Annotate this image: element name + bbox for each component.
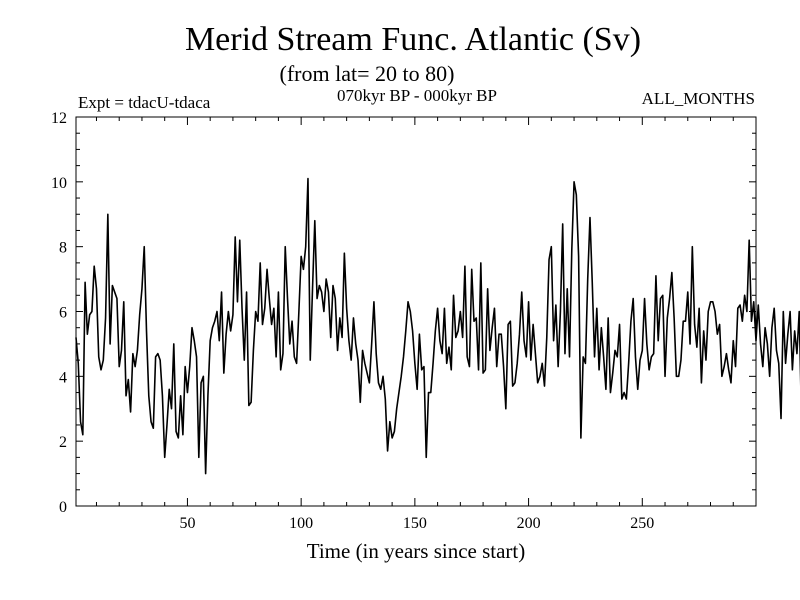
months-label: ALL_MONTHS [642,89,755,108]
x-tick-label: 250 [630,515,654,532]
series-group [75,177,800,475]
period-label: 070kyr BP - 000kyr BP [337,86,497,105]
y-tick-label: 6 [59,305,67,322]
y-tick-label: 4 [59,369,67,386]
experiment-label: Expt = tdacU-tdaca [78,93,211,112]
plot-frame [75,116,757,507]
y-tick-label: 10 [51,175,67,192]
chart-subtitle: (from lat= 20 to 80) [280,61,455,86]
y-tick-label: 2 [59,434,67,451]
y-tick-label: 0 [59,499,67,516]
x-tick-label: 200 [517,515,541,532]
y-tick-label: 8 [59,240,67,257]
x-axis: 50 100 150 200 250 [95,117,734,532]
x-tick-label: 50 [179,515,195,532]
x-axis-label: Time (in years since start) [307,539,526,563]
series-line [75,177,800,475]
chart-title: Merid Stream Func. Atlantic (Sv) [185,21,641,58]
y-axis: 0 2 4 6 8 10 12 [51,110,756,516]
x-tick-label: 150 [403,515,427,532]
x-tick-label: 100 [289,515,313,532]
y-tick-label: 12 [51,110,67,127]
